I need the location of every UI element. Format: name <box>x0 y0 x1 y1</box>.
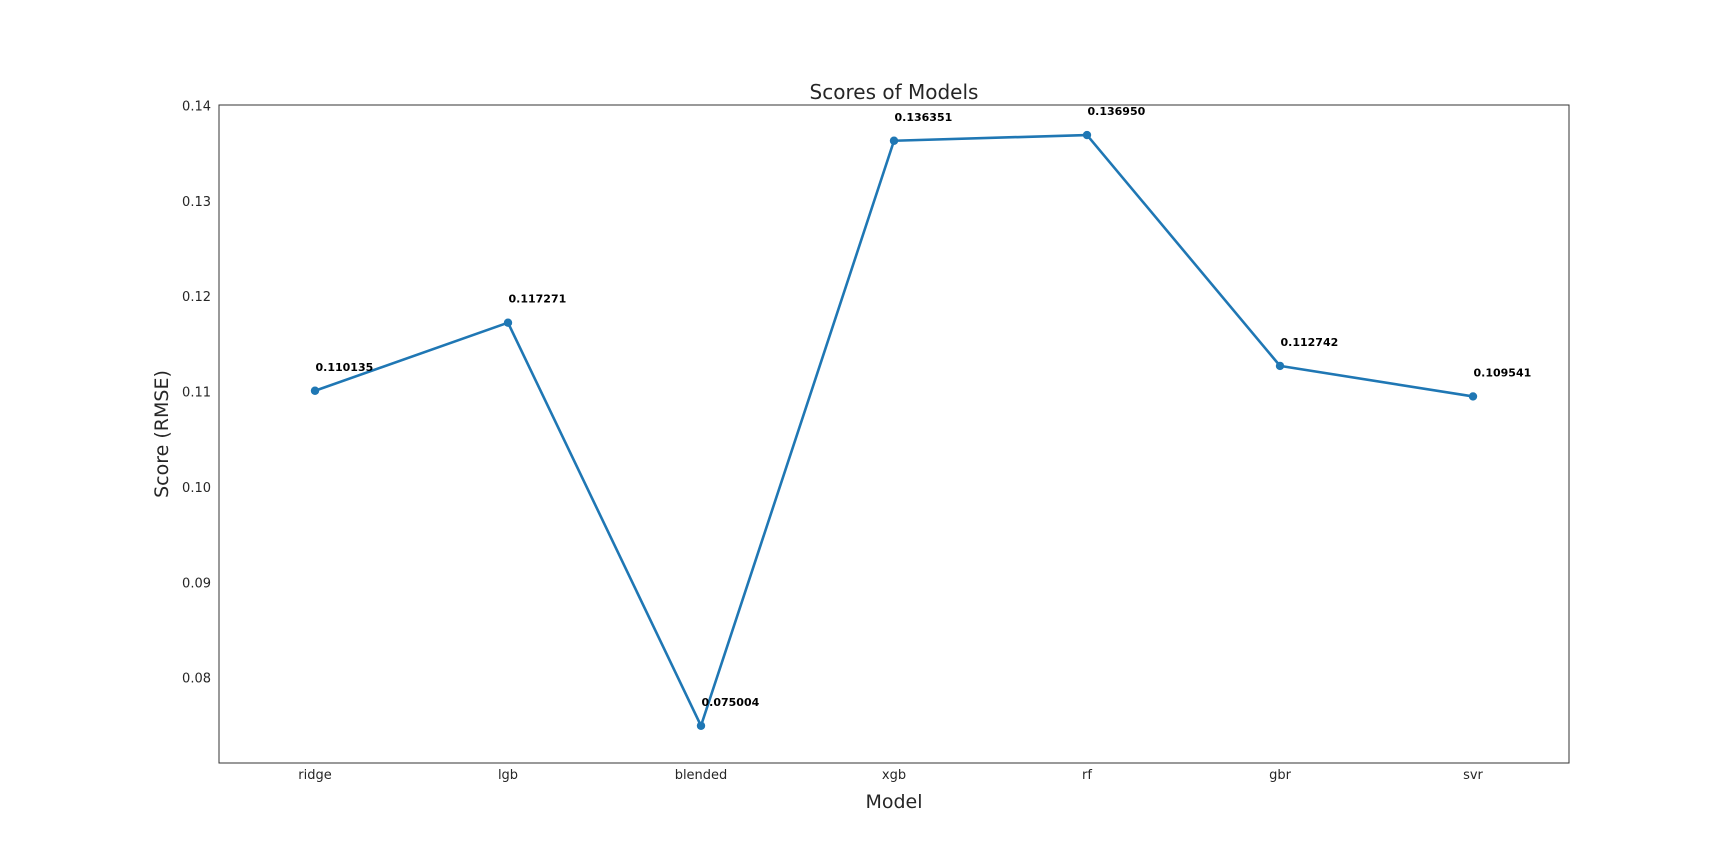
x-tick-label: ridge <box>298 768 331 783</box>
x-axis-label: Model <box>865 791 922 813</box>
y-tick-label: 0.10 <box>182 481 211 496</box>
data-point <box>696 721 706 730</box>
x-tick-label: lgb <box>498 768 518 783</box>
y-tick-label: 0.12 <box>182 290 211 305</box>
data-label: 0.136950 <box>1088 105 1146 118</box>
data-label: 0.117271 <box>509 293 567 306</box>
y-axis-label: Score (RMSE) <box>151 370 173 498</box>
x-tick-label: blended <box>675 768 728 783</box>
x-tick-label: gbr <box>1269 768 1292 783</box>
chart-title: Scores of Models <box>810 80 979 104</box>
y-tick-label: 0.09 <box>182 576 211 591</box>
data-point <box>1275 361 1285 371</box>
x-tick-label: xgb <box>882 768 906 783</box>
data-point <box>889 136 899 145</box>
data-point <box>503 318 513 327</box>
y-tick-label: 0.08 <box>182 672 211 687</box>
series-layer <box>310 130 1478 730</box>
plot-area-frame <box>218 104 1570 764</box>
series-line <box>314 133 1474 728</box>
y-axis-ticks: 0.08 0.09 0.10 0.11 0.12 0.13 0.14 <box>182 99 211 686</box>
data-label: 0.136351 <box>895 111 953 124</box>
data-point <box>1082 130 1092 140</box>
data-point <box>310 386 320 395</box>
data-label: 0.110135 <box>316 361 374 374</box>
y-tick-label: 0.11 <box>182 386 211 401</box>
data-point <box>1468 392 1478 401</box>
y-tick-label: 0.13 <box>182 195 211 210</box>
data-label: 0.112742 <box>1281 336 1339 349</box>
data-label: 0.075004 <box>702 696 760 709</box>
x-axis-ticks: ridge lgb blended xgb rf gbr svr <box>298 768 1483 783</box>
y-tick-label: 0.14 <box>182 99 211 114</box>
x-tick-label: rf <box>1082 768 1092 783</box>
data-labels: 0.110135 0.117271 0.075004 0.136351 0.136950… <box>316 105 1532 709</box>
x-tick-label: svr <box>1463 768 1483 783</box>
data-label: 0.109541 <box>1474 366 1532 379</box>
